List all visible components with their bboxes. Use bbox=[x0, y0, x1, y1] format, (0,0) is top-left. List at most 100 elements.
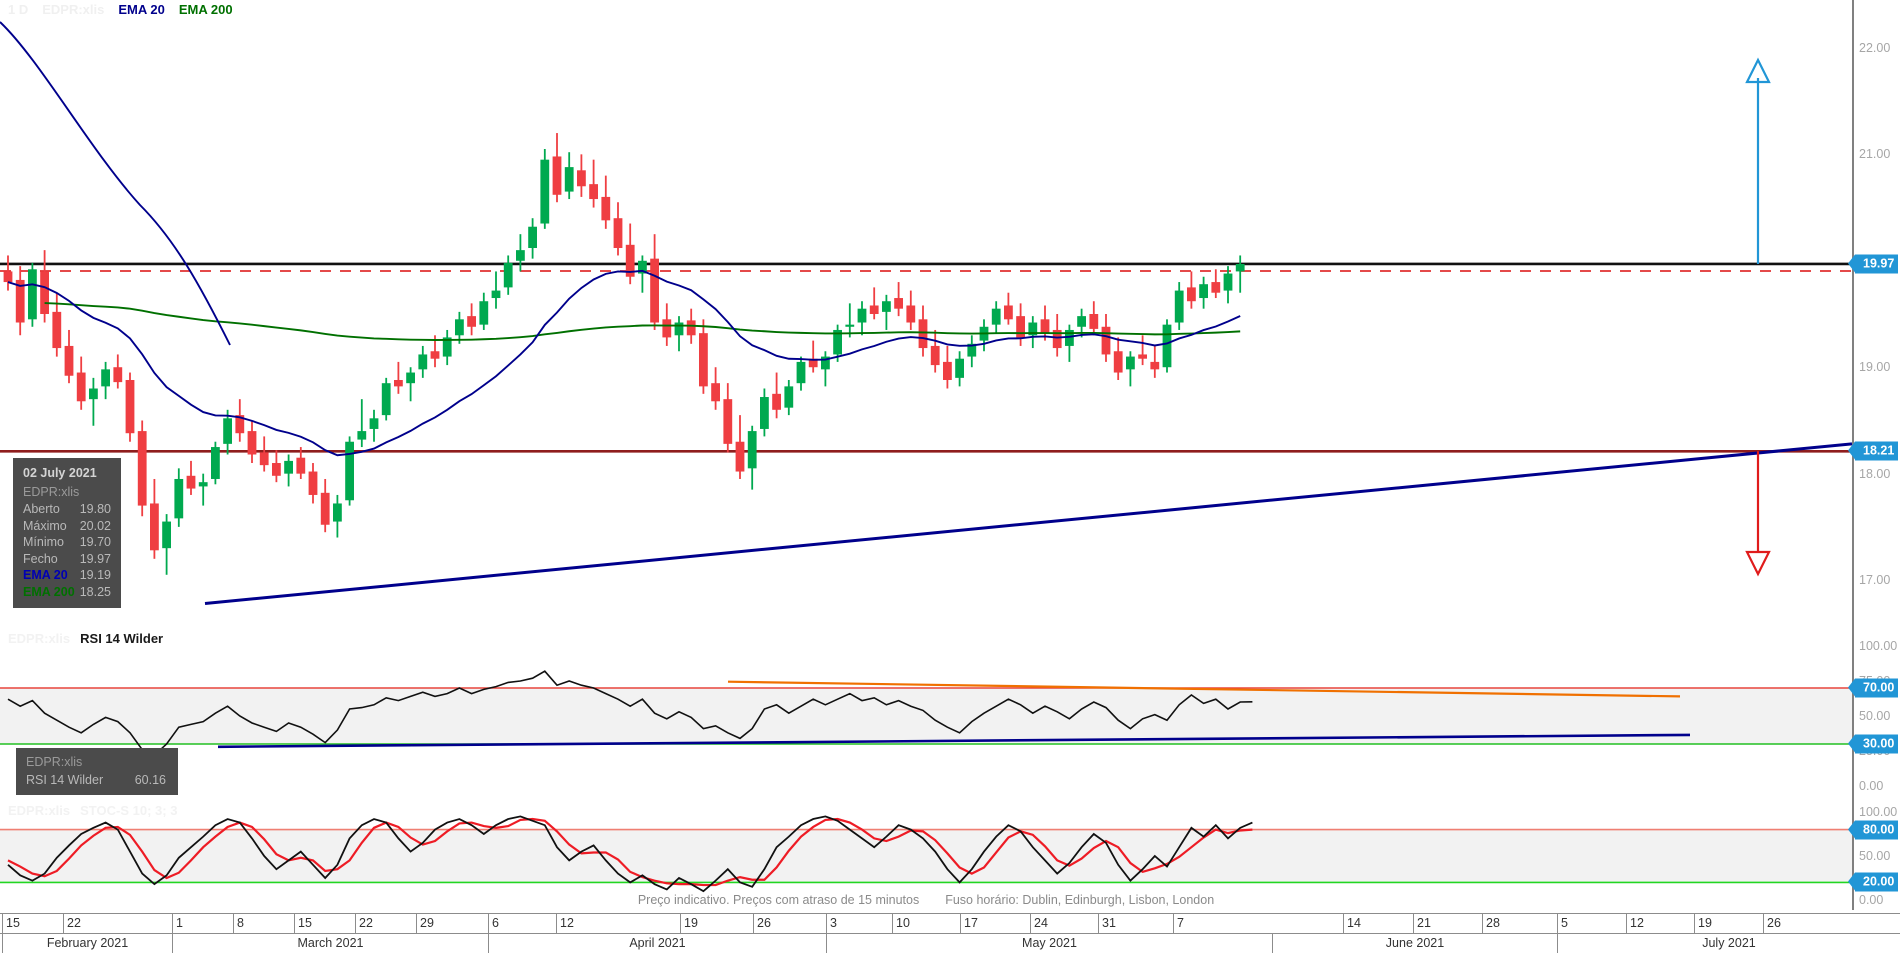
price-tooltip: 02 July 2021 EDPR:xlis Aberto 19.80 Máxi… bbox=[13, 458, 121, 608]
tooltip-value-high: 20.02 bbox=[79, 518, 111, 533]
rsi-tooltip-value: 60.16 bbox=[134, 772, 166, 787]
stochastic-d-line bbox=[7, 817, 1253, 887]
tooltip-row-low: Mínimo 19.70 bbox=[23, 534, 111, 551]
stochastic-panel: EDPR:xlis STOC-S 10; 3; 3 100.00 50.00 0.0… bbox=[0, 800, 1900, 910]
tooltip-key-open: Aberto bbox=[23, 502, 60, 516]
tooltip-date: 02 July 2021 bbox=[23, 466, 97, 480]
date-axis-day: 15 bbox=[294, 914, 312, 933]
rsi-panel-header: EDPR:xlis RSI 14 Wilder bbox=[8, 631, 163, 646]
rsi-line bbox=[7, 670, 1253, 757]
tooltip-row-high: Máximo 20.02 bbox=[23, 518, 111, 535]
price-axis-tick: 19.00 bbox=[1859, 360, 1891, 375]
price-axis-tick: 22.00 bbox=[1859, 40, 1891, 55]
tooltip-value-close: 19.97 bbox=[79, 551, 111, 566]
date-axis-month: February 2021 bbox=[2, 934, 172, 953]
date-axis-day: 8 bbox=[233, 914, 244, 933]
rsi-panel: EDPR:xlis RSI 14 Wilder 100.0075.0050.00… bbox=[0, 628, 1900, 800]
chart-canvas bbox=[0, 815, 1852, 893]
date-axis-day: 22 bbox=[63, 914, 81, 933]
date-axis-day: 31 bbox=[1098, 914, 1116, 933]
rsi-axis-tick: 50.00 bbox=[1859, 709, 1891, 723]
date-axis-month: March 2021 bbox=[172, 934, 488, 953]
tooltip-key-low: Mínimo bbox=[23, 535, 64, 549]
date-axis-day: 14 bbox=[1343, 914, 1361, 933]
rsi-axis-tick: 100.00 bbox=[1859, 639, 1898, 653]
tooltip-row-open: Aberto 19.80 bbox=[23, 501, 111, 518]
date-axis-day: 26 bbox=[753, 914, 771, 933]
rsi-tooltip: EDPR:xlis RSI 14 Wilder 60.16 bbox=[16, 748, 178, 795]
stochastic-axis-tick: 0.00 bbox=[1859, 893, 1884, 907]
rsi-axis-tick: 0.00 bbox=[1859, 779, 1884, 793]
breakdown-arrow-down bbox=[1745, 451, 1771, 577]
stochastic-axis-badge[interactable]: 20.00 bbox=[1847, 872, 1899, 892]
stoch-symbol-label: EDPR:xlis bbox=[8, 803, 71, 818]
date-axis-day: 12 bbox=[1626, 914, 1644, 933]
rsi-plot-area[interactable] bbox=[0, 628, 1852, 800]
price-plot-area[interactable] bbox=[0, 0, 1852, 628]
date-axis-day: 1 bbox=[172, 914, 183, 933]
date-axis-day: 29 bbox=[416, 914, 434, 933]
tooltip-value-open: 19.80 bbox=[79, 502, 111, 516]
tooltip-symbol: EDPR:xlis bbox=[23, 484, 80, 499]
breakout-arrow-up bbox=[1745, 57, 1771, 264]
chart-canvas bbox=[0, 670, 1852, 757]
rsi-tooltip-row: RSI 14 Wilder 60.16 bbox=[26, 772, 166, 789]
date-axis-month: July 2021 bbox=[1557, 934, 1900, 953]
price-axis-tick: 21.00 bbox=[1859, 147, 1891, 162]
rsi-indicator-label[interactable]: RSI 14 Wilder bbox=[80, 631, 164, 646]
date-axis-day: 3 bbox=[826, 914, 837, 933]
date-axis-day: 17 bbox=[960, 914, 978, 933]
date-axis-days: 15 22 1 8 15 22 29 6 12 19 26 3 10 17 24 31 7 14 21 28 5 12 19… bbox=[0, 914, 1900, 934]
date-axis-day: 22 bbox=[355, 914, 373, 933]
date-axis-month: April 2021 bbox=[488, 934, 826, 953]
price-axis-tick: 18.00 bbox=[1859, 466, 1891, 481]
date-axis-months: February 2021 March 2021 April 2021 May 202… bbox=[0, 934, 1900, 953]
rsi-tooltip-key: RSI 14 Wilder bbox=[26, 772, 104, 787]
tooltip-key-high: Máximo bbox=[23, 518, 67, 533]
price-axis-badge[interactable]: 19.97 bbox=[1847, 254, 1899, 274]
symbol-label[interactable]: EDPR:xlis bbox=[42, 2, 105, 17]
date-axis-day: 6 bbox=[488, 914, 499, 933]
date-axis-day: 28 bbox=[1482, 914, 1500, 933]
chart-canvas bbox=[0, 21, 1852, 606]
date-axis-day: 5 bbox=[1557, 914, 1568, 933]
rsi-symbol-label: EDPR:xlis bbox=[8, 631, 71, 646]
stoch-panel-header: EDPR:xlis STOC-S 10; 3; 3 bbox=[8, 803, 177, 818]
rsi-axis-badge[interactable]: 70.00 bbox=[1847, 678, 1899, 698]
stoch-indicator-label[interactable]: STOC-S 10; 3; 3 bbox=[80, 803, 178, 818]
date-axis-day: 24 bbox=[1030, 914, 1048, 933]
date-axis[interactable]: 15 22 1 8 15 22 29 6 12 19 26 3 10 17 24 31 7 14 21 28 5 12 19… bbox=[0, 913, 1900, 953]
date-axis-day: 26 bbox=[1763, 914, 1781, 933]
tooltip-value-ema200: 18.25 bbox=[79, 584, 111, 599]
tooltip-row-ema20: EMA 20 19.19 bbox=[23, 567, 111, 584]
stochastic-axis-tick: 100.00 bbox=[1859, 805, 1898, 819]
stochastic-axis[interactable]: 100.00 50.00 0.00 80.00 20.00 bbox=[1847, 800, 1900, 910]
legend-ema200[interactable]: EMA 200 bbox=[178, 2, 233, 17]
date-axis-day: 12 bbox=[556, 914, 574, 933]
price-axis-badge[interactable]: 18.21 bbox=[1847, 441, 1899, 461]
price-disclaimer: Preço indicativo. Preços com atraso de 1… bbox=[637, 893, 920, 907]
tooltip-key-ema200: EMA 200 bbox=[23, 584, 75, 599]
timezone-note: Fuso horário: Dublin, Edinburgh, Lisbon,… bbox=[945, 893, 1215, 907]
rsi-tooltip-symbol: EDPR:xlis bbox=[26, 755, 83, 769]
stochastic-plot-area[interactable] bbox=[0, 800, 1852, 910]
date-axis-day: 7 bbox=[1173, 914, 1184, 933]
date-axis-month: June 2021 bbox=[1272, 934, 1557, 953]
tooltip-row-ema200: EMA 200 18.25 bbox=[23, 584, 111, 601]
chart-legend: 1 D EDPR:xlis EMA 20 EMA 200 bbox=[8, 2, 233, 17]
date-axis-month: May 2021 bbox=[826, 934, 1272, 953]
tooltip-key-ema20: EMA 20 bbox=[23, 568, 68, 582]
timeframe-label[interactable]: 1 D bbox=[8, 2, 29, 17]
legend-ema20[interactable]: EMA 20 bbox=[118, 2, 165, 17]
rsi-axis-badge[interactable]: 30.00 bbox=[1847, 734, 1899, 754]
price-axis-tick: 17.00 bbox=[1859, 573, 1891, 588]
stochastic-k-line bbox=[7, 815, 1253, 893]
footer-note: Preço indicativo. Preços com atraso de 1… bbox=[0, 893, 1852, 913]
date-axis-day: 19 bbox=[680, 914, 698, 933]
stochastic-axis-badge[interactable]: 80.00 bbox=[1847, 820, 1899, 840]
candlestick-series bbox=[3, 133, 1245, 575]
